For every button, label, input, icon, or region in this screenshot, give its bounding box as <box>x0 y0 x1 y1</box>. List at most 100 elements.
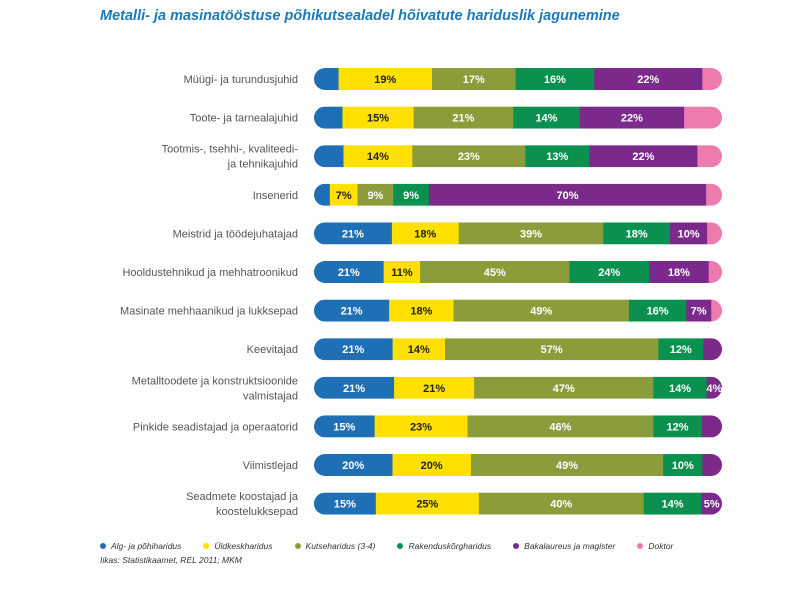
data-label: 47% <box>553 383 575 395</box>
bar-segment <box>394 376 475 399</box>
category-label: Masinate mehhaanikud ja lukksepad <box>120 306 298 318</box>
legend-label: Üldkeskharidus <box>214 541 273 551</box>
data-label: 16% <box>647 306 669 318</box>
bar-segment <box>513 106 581 129</box>
bar-segment <box>389 299 455 322</box>
data-label: 12% <box>670 344 692 356</box>
data-label: 22% <box>637 74 659 86</box>
category-label: Metalltoodete ja konstruktsioonide valmis… <box>132 375 298 402</box>
bar-segment <box>357 183 394 206</box>
bar-segment <box>314 68 340 90</box>
bar-segment <box>314 299 390 322</box>
bar-segment <box>374 415 469 438</box>
bar-segment <box>412 145 526 168</box>
bar-segment <box>603 222 671 245</box>
bar-segment <box>393 183 430 206</box>
bar-segment <box>445 338 659 361</box>
bar-row <box>314 222 722 245</box>
bar-segment <box>420 261 570 283</box>
bar-row <box>314 68 722 90</box>
bar-segment <box>663 454 703 476</box>
category-label: Keevitajad <box>247 344 298 356</box>
bar-segment <box>701 492 722 515</box>
bar-segment <box>628 299 687 322</box>
data-label: 9% <box>403 190 419 202</box>
bar-segment <box>684 106 722 129</box>
bar-segment <box>707 222 722 245</box>
bar-row <box>314 299 722 322</box>
data-label: 21% <box>341 306 363 318</box>
bar-segment <box>686 299 712 322</box>
legend-dot-icon <box>203 543 210 549</box>
data-label: 18% <box>626 228 648 240</box>
bar-segment <box>653 415 703 438</box>
data-label: 17% <box>463 74 485 86</box>
data-label: 70% <box>556 190 578 202</box>
bar-segment <box>314 106 343 129</box>
legend-item-alg: Alg- ja põhiharidus <box>100 541 181 551</box>
bar-segment <box>525 145 590 168</box>
bar-segment <box>702 454 722 476</box>
bar-segment <box>706 183 722 206</box>
bar-segment <box>383 261 421 283</box>
data-label: 46% <box>549 421 571 433</box>
bar-segment <box>515 68 595 90</box>
data-label: 7% <box>336 190 352 202</box>
data-label: 21% <box>342 344 364 356</box>
bar-segment <box>478 492 645 515</box>
bar-row <box>314 338 722 361</box>
bar-segment <box>458 222 604 245</box>
data-label: 4% <box>706 383 722 395</box>
bar-segment <box>343 145 413 168</box>
data-label: 21% <box>338 267 360 279</box>
bar-segment <box>670 222 708 245</box>
bar-segment <box>314 338 394 361</box>
legend-item-rakendus: Rakenduskõrgharidus <box>397 541 491 551</box>
bar-segment <box>474 376 654 399</box>
bar-row <box>314 106 722 129</box>
bar-segment <box>314 492 377 515</box>
bar-segment <box>649 261 710 283</box>
bar-segment <box>314 222 393 245</box>
data-label: 25% <box>416 499 438 511</box>
data-label: 14% <box>367 151 389 163</box>
data-label: 11% <box>391 267 413 279</box>
bar-segment <box>314 261 385 283</box>
category-label: Seadmete koostajad ja koostelukksepad <box>186 491 299 518</box>
legend-item-kutse: Kutseharidus (3-4) <box>294 541 376 551</box>
data-label: 20% <box>342 460 364 472</box>
bar-segment <box>428 183 707 206</box>
category-label: Insenerid <box>253 190 298 202</box>
bar-segment <box>470 454 664 476</box>
bar-segment <box>594 68 703 90</box>
bar-segment <box>413 106 514 129</box>
category-label: Toote- ja tarnealajuhid <box>190 113 298 125</box>
legend-label: Kutseharidus (3-4) <box>305 541 376 551</box>
data-label: 40% <box>550 499 572 511</box>
category-label: Pinkide seadistajad ja operaatorid <box>133 421 298 433</box>
bar-segment <box>314 145 344 168</box>
category-label: Müügi- ja turundusjuhid <box>184 74 298 86</box>
data-label: 21% <box>423 383 445 395</box>
data-label: 15% <box>333 421 355 433</box>
data-label: 18% <box>668 267 690 279</box>
bar-row <box>314 492 722 515</box>
legend-label: Bakalaureus ja magister <box>524 541 616 551</box>
legend-dot-icon <box>513 543 520 549</box>
data-label: 45% <box>484 267 506 279</box>
legend-item-baka: Bakalaureus ja magister <box>513 541 615 551</box>
data-label: 10% <box>672 460 694 472</box>
bar-segment <box>338 68 433 90</box>
legend-item-yld: Üldkeskharidus <box>203 541 273 551</box>
chart-title: Metalli- ja masinatööstuse põhikutsealad… <box>100 8 620 24</box>
bar-segment <box>701 415 722 438</box>
data-label: 9% <box>367 190 383 202</box>
bar-segment <box>589 145 698 168</box>
data-label: 23% <box>458 151 480 163</box>
bar-segment <box>706 376 722 399</box>
legend-dot-icon <box>637 543 644 549</box>
data-label: 15% <box>367 113 389 125</box>
data-label: 16% <box>544 74 566 86</box>
data-label: 24% <box>598 267 620 279</box>
bar-segment <box>314 183 331 206</box>
